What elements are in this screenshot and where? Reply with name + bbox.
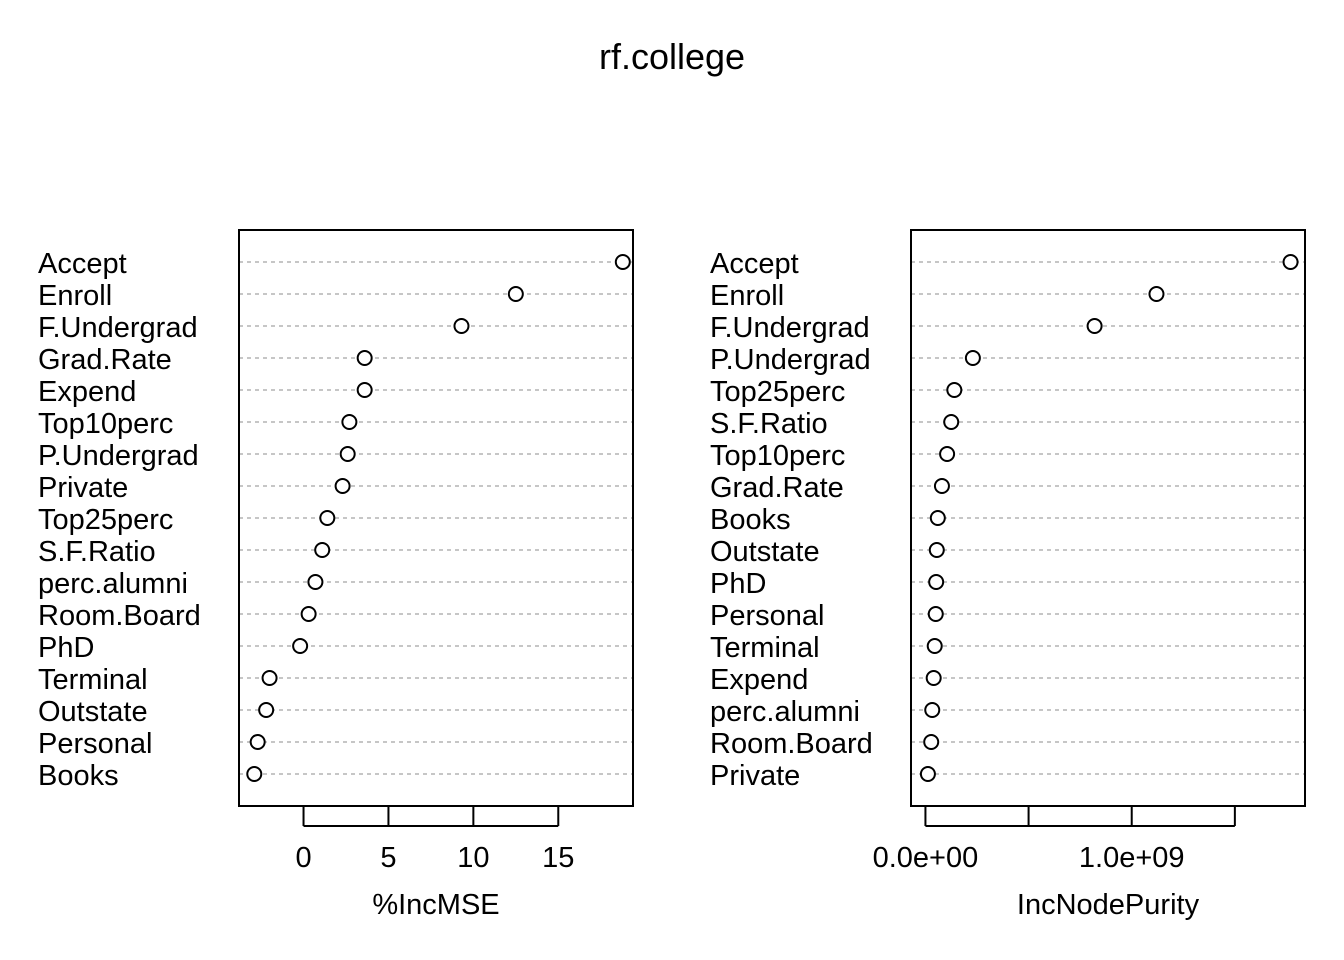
variable-label: F.Undergrad [38, 312, 198, 344]
panel-incmse: AcceptEnrollF.UndergradGrad.RateExpendTo… [38, 229, 634, 921]
x-tick-label: 1.0e+09 [1079, 842, 1185, 874]
variable-label: Top25perc [710, 376, 845, 408]
variable-label: Room.Board [38, 600, 201, 632]
variable-label: Outstate [38, 696, 148, 728]
variable-label: perc.alumni [710, 696, 860, 728]
variable-label: F.Undergrad [710, 312, 870, 344]
data-point [614, 254, 631, 270]
data-point [939, 446, 956, 462]
variable-label: PhD [710, 568, 766, 600]
data-point [926, 638, 943, 654]
variable-label: P.Undergrad [710, 344, 871, 376]
data-point [924, 702, 941, 718]
data-point [356, 350, 373, 366]
x-tick-label: 0.0e+00 [873, 842, 979, 874]
x-tick-label: 15 [542, 842, 574, 874]
variable-label: S.F.Ratio [38, 536, 156, 568]
data-point [319, 510, 336, 526]
variable-label: Top10perc [710, 440, 845, 472]
data-point [453, 318, 470, 334]
data-point [339, 446, 356, 462]
variable-label: Room.Board [710, 728, 873, 760]
variable-label: Private [38, 472, 128, 504]
data-point [929, 510, 946, 526]
variable-label: Enroll [38, 280, 112, 312]
x-tick-label: 5 [380, 842, 396, 874]
variable-label: Accept [710, 248, 799, 280]
variable-label: Top10perc [38, 408, 173, 440]
variable-label: S.F.Ratio [710, 408, 828, 440]
variable-label: Private [710, 760, 800, 792]
data-point [933, 478, 950, 494]
data-point [341, 414, 358, 430]
variable-label: Accept [38, 248, 127, 280]
data-point [923, 734, 940, 750]
data-point [258, 702, 275, 718]
chart-title: rf.college [599, 36, 745, 77]
variable-label: Books [38, 760, 119, 792]
variable-label: Grad.Rate [710, 472, 844, 504]
variable-label: Books [710, 504, 791, 536]
variable-label: Top25perc [38, 504, 173, 536]
variable-label: Expend [38, 376, 136, 408]
plot-frame [238, 229, 634, 807]
data-point [964, 350, 981, 366]
data-point [1282, 254, 1299, 270]
variable-label: Grad.Rate [38, 344, 172, 376]
data-point [943, 414, 960, 430]
data-point [1086, 318, 1103, 334]
variable-label: Terminal [38, 664, 148, 696]
data-point [928, 542, 945, 558]
variable-label: Terminal [710, 632, 820, 664]
data-point [946, 382, 963, 398]
x-axis-title: %IncMSE [372, 889, 499, 921]
variable-label: PhD [38, 632, 94, 664]
data-point [919, 766, 936, 782]
variable-label: P.Undergrad [38, 440, 199, 472]
variable-label: perc.alumni [38, 568, 188, 600]
data-point [314, 542, 331, 558]
data-point [307, 574, 324, 590]
data-point [507, 286, 524, 302]
plot-frame [910, 229, 1306, 807]
data-point [925, 670, 942, 686]
data-point [292, 638, 309, 654]
variable-label: Enroll [710, 280, 784, 312]
data-point [356, 382, 373, 398]
x-tick-label: 10 [457, 842, 489, 874]
data-point [249, 734, 266, 750]
variable-label: Outstate [710, 536, 820, 568]
variable-label: Personal [38, 728, 152, 760]
panel-incnodepurity: AcceptEnrollF.UndergradP.UndergradTop25p… [710, 229, 1306, 921]
data-point [928, 574, 945, 590]
data-point [261, 670, 278, 686]
variable-label: Personal [710, 600, 824, 632]
x-tick-label: 0 [295, 842, 311, 874]
x-axis-title: IncNodePurity [1017, 889, 1200, 921]
data-point [1148, 286, 1165, 302]
data-point [334, 478, 351, 494]
data-point [246, 766, 263, 782]
variable-label: Expend [710, 664, 808, 696]
data-point [927, 606, 944, 622]
data-point [300, 606, 317, 622]
